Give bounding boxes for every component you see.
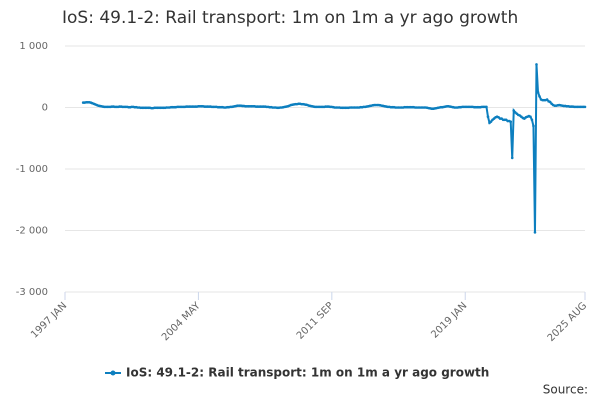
- data-point: [532, 124, 535, 128]
- legend-label: IoS: 49.1-2: Rail transport: 1m on 1m a …: [126, 366, 489, 380]
- y-tick-label: -3 000: [16, 287, 48, 298]
- y-tick-label: -2 000: [16, 226, 48, 237]
- data-point: [512, 109, 516, 112]
- data-point: [545, 98, 549, 101]
- y-tick-label: 1 000: [19, 41, 48, 52]
- data-point: [583, 105, 587, 109]
- data-point: [486, 115, 490, 119]
- data-point: [509, 120, 513, 123]
- data-point: [530, 118, 534, 122]
- legend-item: IoS: 49.1-2: Rail transport: 1m on 1m a …: [105, 366, 489, 380]
- series-line: [83, 64, 585, 233]
- data-point: [510, 156, 514, 160]
- series: [81, 63, 587, 234]
- data-point: [536, 90, 540, 94]
- y-tick-label: -1 000: [16, 164, 48, 175]
- data-point: [489, 120, 493, 123]
- data-point: [548, 100, 552, 104]
- x-tick-label: 2025 AUG: [546, 300, 590, 344]
- data-point: [485, 105, 488, 109]
- x-tick-label: 1997 JAN: [29, 300, 69, 340]
- data-point: [529, 115, 532, 119]
- data-point: [533, 231, 537, 234]
- data-point: [535, 63, 538, 66]
- x-tick-label: 2019 JAN: [429, 300, 469, 340]
- chart-title: IoS: 49.1-2: Rail transport: 1m on 1m a …: [62, 8, 518, 28]
- y-tick-label: 0: [42, 103, 48, 114]
- x-tick-label: 2004 MAY: [160, 300, 203, 343]
- legend-marker: [110, 370, 116, 376]
- data-point: [538, 95, 541, 98]
- x-tick-label: 2011 SEP: [295, 300, 336, 341]
- source: Source:: [543, 383, 588, 397]
